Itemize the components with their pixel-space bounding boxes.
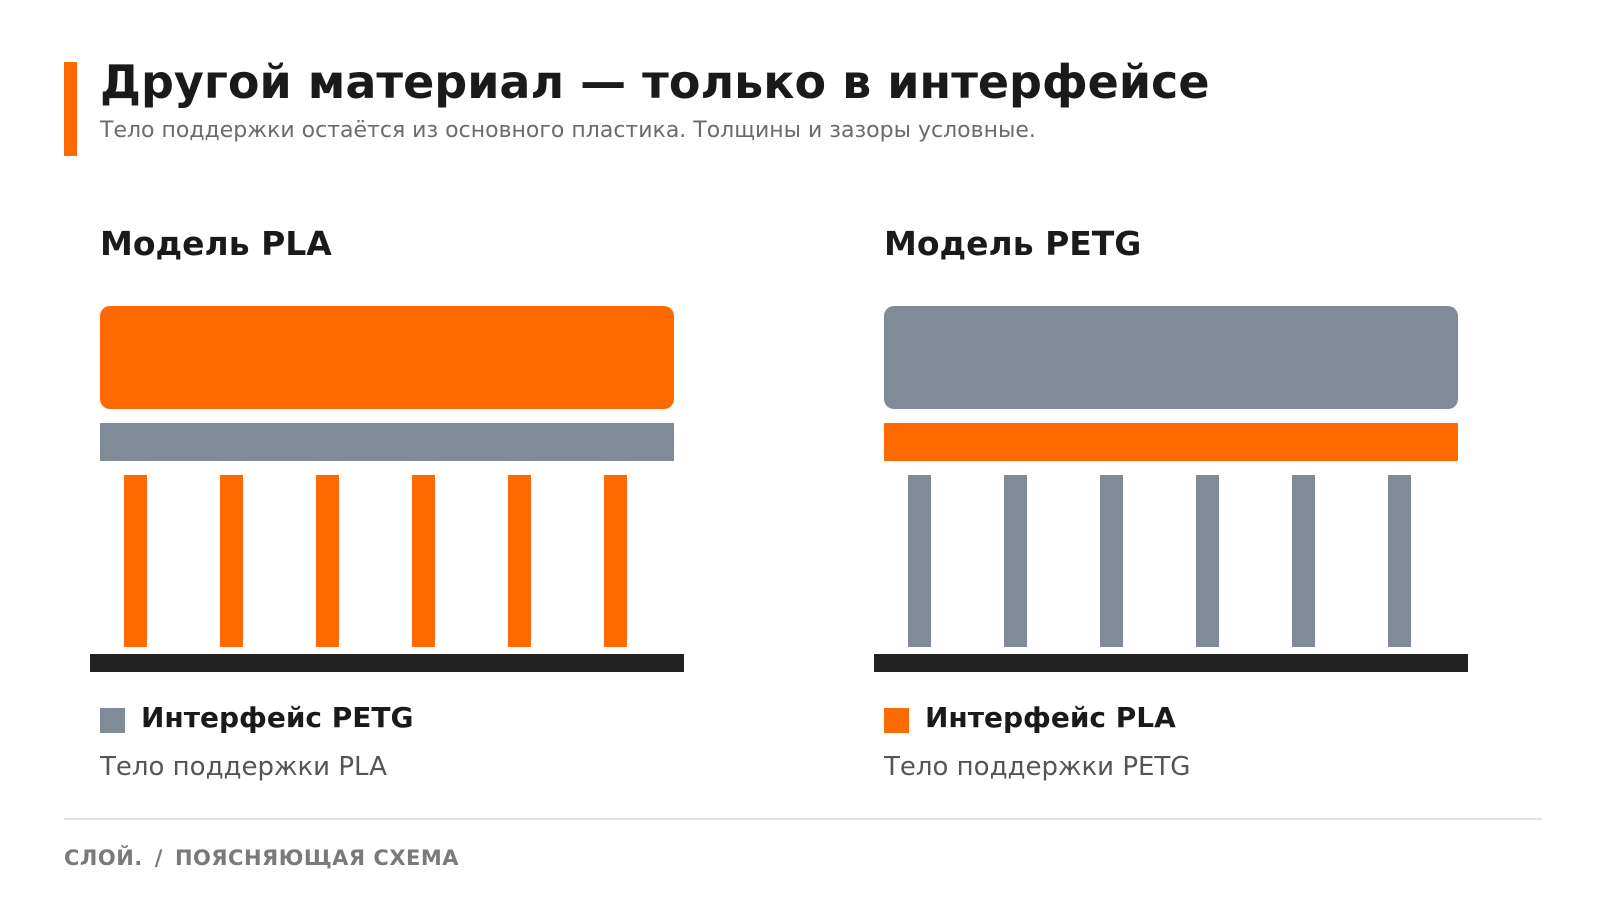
- model-block: [100, 306, 674, 409]
- footer-separator: /: [154, 846, 163, 870]
- page-subtitle: Тело поддержки остаётся из основного пла…: [100, 118, 1036, 143]
- support-pillar: [1196, 475, 1219, 647]
- legend-label: Интерфейс PETG: [141, 701, 414, 734]
- support-pillar: [316, 475, 339, 647]
- footer-left: СЛОЙ.: [64, 846, 143, 870]
- footer-caption: СЛОЙ. / ПОЯСНЯЮЩАЯ СХЕМА: [64, 846, 459, 870]
- page-title: Другой материал — только в интерфейсе: [100, 55, 1210, 109]
- panel-title: Модель PLA: [100, 224, 332, 263]
- interface-layer: [884, 423, 1458, 461]
- footer-right: ПОЯСНЯЮЩАЯ СХЕМА: [174, 846, 460, 870]
- support-pillar: [1292, 475, 1315, 647]
- model-block: [884, 306, 1458, 409]
- title-accent-bar: [64, 62, 77, 156]
- build-plate: [90, 654, 684, 672]
- support-pillar: [908, 475, 931, 647]
- footer-divider: [64, 818, 1542, 820]
- support-pillar: [1388, 475, 1411, 647]
- legend-swatch: [884, 708, 909, 733]
- legend-swatch: [100, 708, 125, 733]
- support-pillar: [220, 475, 243, 647]
- support-pillar: [124, 475, 147, 647]
- legend-label: Интерфейс PLA: [925, 701, 1176, 734]
- panel-model-pla: Модель PLA Интерфейс PETG Тело поддержки…: [90, 220, 690, 790]
- support-pillar: [508, 475, 531, 647]
- support-pillar: [1004, 475, 1027, 647]
- interface-layer: [100, 423, 674, 461]
- support-pillar: [412, 475, 435, 647]
- support-pillar: [604, 475, 627, 647]
- legend-sublabel: Тело поддержки PLA: [100, 752, 387, 782]
- panel-model-petg: Модель PETG Интерфейс PLA Тело поддержки…: [874, 220, 1474, 790]
- legend-sublabel: Тело поддержки PETG: [884, 752, 1191, 782]
- support-pillar: [1100, 475, 1123, 647]
- panel-title: Модель PETG: [884, 224, 1142, 263]
- build-plate: [874, 654, 1468, 672]
